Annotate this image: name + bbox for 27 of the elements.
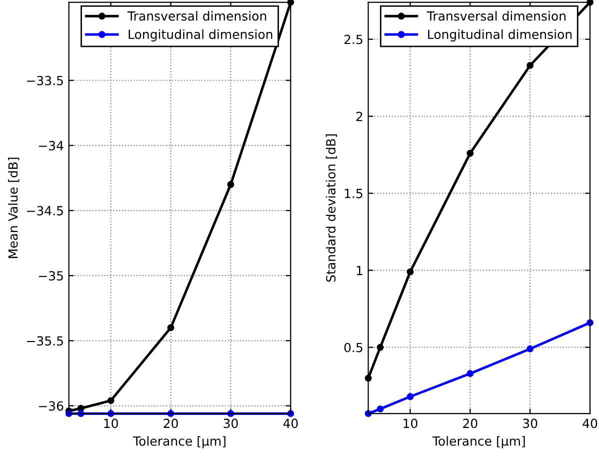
y-tick-label: 0.5 bbox=[344, 342, 362, 352]
x-axis-title: Tolerance [μm] bbox=[432, 436, 525, 448]
x-axis-title: Tolerance [μm] bbox=[132, 436, 226, 448]
x-tick-label: 30 bbox=[523, 418, 538, 428]
x-tick-label: 20 bbox=[463, 418, 478, 428]
y-tick-label: −35 bbox=[38, 271, 63, 281]
y-tick-label: −36 bbox=[38, 401, 64, 411]
y-tick-label: −34.5 bbox=[27, 206, 63, 216]
y-tick-label: −34 bbox=[38, 140, 64, 150]
x-tick-label: 30 bbox=[224, 418, 238, 428]
y-tick-label: −35.5 bbox=[27, 336, 63, 346]
y-tick-label: 1 bbox=[356, 266, 362, 276]
y-axis-title: Mean Value [dB] bbox=[8, 158, 20, 258]
y-tick-label: 2.5 bbox=[344, 34, 362, 44]
legend-label: Transversal dimension bbox=[127, 11, 266, 21]
y-tick-label: 1.5 bbox=[344, 188, 362, 198]
x-tick-label: 40 bbox=[582, 418, 598, 428]
y-tick-label: 2 bbox=[356, 112, 362, 122]
y-axis-title: Standard deviation [dB] bbox=[326, 134, 338, 282]
y-tick-label: −33.5 bbox=[27, 76, 63, 86]
legend-label: Longitudinal dimension bbox=[428, 29, 572, 42]
legend-label: Longitudinal dimension bbox=[128, 29, 272, 42]
x-tick-label: 10 bbox=[404, 418, 418, 428]
x-tick-label: 10 bbox=[104, 418, 118, 428]
x-tick-label: 40 bbox=[283, 418, 298, 428]
x-tick-label: 20 bbox=[164, 418, 178, 428]
legend-label: Transversal dimension bbox=[426, 11, 566, 21]
